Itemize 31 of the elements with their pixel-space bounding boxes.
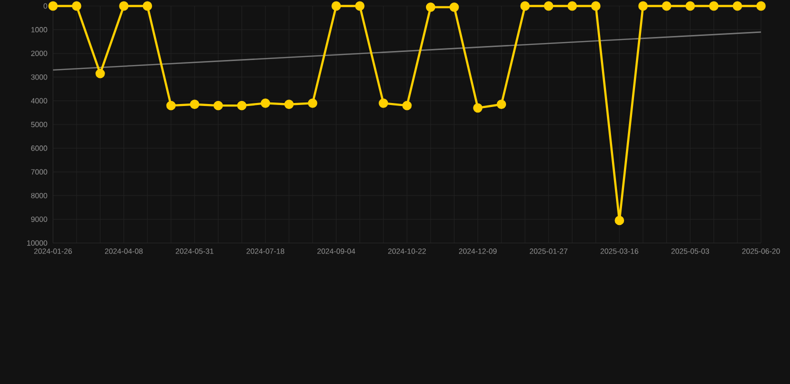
point — [662, 1, 672, 11]
point — [756, 1, 766, 11]
point — [237, 100, 247, 110]
point — [568, 1, 577, 11]
point — [260, 98, 270, 108]
point — [426, 2, 436, 12]
point — [638, 1, 648, 11]
point — [214, 100, 223, 110]
point — [284, 100, 294, 110]
point — [190, 100, 200, 110]
point — [96, 68, 105, 78]
point — [450, 2, 459, 12]
point — [332, 1, 341, 11]
point — [732, 1, 742, 11]
point — [496, 100, 506, 110]
point — [308, 98, 318, 108]
point — [520, 1, 530, 11]
point — [614, 216, 624, 226]
point — [473, 103, 483, 113]
point — [378, 98, 388, 108]
point — [166, 100, 176, 110]
point — [686, 1, 695, 11]
point — [355, 1, 365, 11]
point — [709, 1, 719, 11]
point — [544, 1, 554, 11]
point — [48, 1, 58, 11]
point — [119, 1, 129, 11]
point — [142, 1, 152, 11]
point — [402, 100, 412, 110]
point — [72, 1, 82, 11]
point — [591, 1, 601, 11]
